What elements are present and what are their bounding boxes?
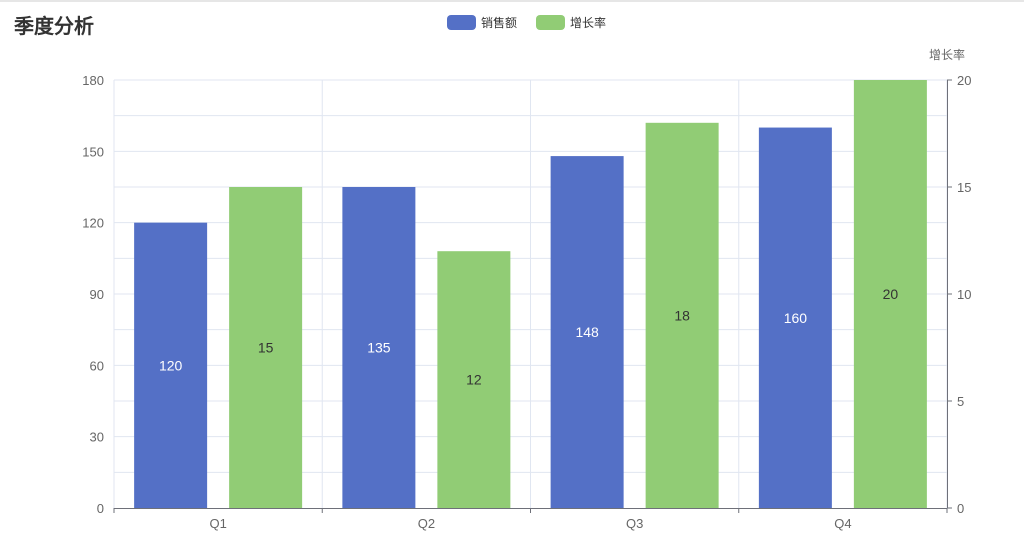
- legend: 销售额 增长率: [447, 15, 606, 30]
- legend-swatch-sales: [447, 15, 476, 30]
- y-left-tick-label: 150: [82, 144, 104, 159]
- y-left-tick-label: 30: [90, 430, 104, 445]
- legend-item-sales[interactable]: 销售额: [447, 15, 517, 30]
- y-left-tick-label: 180: [82, 73, 104, 88]
- y-left-tick-label: 120: [82, 216, 104, 231]
- y-right-tick-label: 10: [957, 287, 971, 302]
- legend-item-growth[interactable]: 增长率: [536, 15, 606, 30]
- y-right-tick-label: 15: [957, 180, 971, 195]
- y-left-tick-label: 90: [90, 287, 104, 302]
- bar-label-Q4-s1: 20: [883, 286, 899, 302]
- y-right-tick-label: 20: [957, 73, 971, 88]
- bar-Q1-s0: [134, 222, 208, 508]
- y-right-tick-label: 0: [957, 501, 964, 516]
- bar-label-Q1-s1: 15: [258, 340, 274, 356]
- x-tick-label: Q4: [834, 516, 851, 531]
- y-left-tick-label: 60: [90, 358, 104, 373]
- bar-Q4-s0: [758, 127, 832, 509]
- legend-label-sales: 销售额: [481, 15, 517, 30]
- bar-label-Q2-s0: 135: [367, 340, 391, 356]
- bar-labels: 120 15 135 12 148 18 160 20: [159, 286, 898, 388]
- x-tick-label: Q2: [418, 516, 435, 531]
- y-left-tick-label: 0: [97, 501, 104, 516]
- y-right-axis-name: 增长率: [929, 47, 965, 62]
- bar-Q3-s1: [645, 122, 719, 509]
- x-tick-label: Q1: [209, 516, 226, 531]
- axes: Q1 Q2 Q3 Q4 0 30 60 90 120 150 180 0 5 10 15 20: [82, 73, 971, 531]
- x-tick-label: Q3: [626, 516, 643, 531]
- top-border: [0, 0, 1024, 2]
- bars: [134, 80, 927, 509]
- bar-label-Q1-s0: 120: [159, 357, 183, 373]
- legend-label-growth: 增长率: [570, 15, 606, 30]
- bar-Q2-s0: [342, 187, 416, 508]
- bar-label-Q3-s1: 18: [674, 307, 690, 323]
- chart-title: 季度分析: [13, 14, 94, 38]
- bar-Q3-s0: [550, 156, 624, 509]
- bar-label-Q2-s1: 12: [466, 372, 482, 388]
- bar-Q1-s1: [229, 187, 303, 508]
- bar-Q2-s1: [437, 251, 511, 508]
- bar-Q4-s1: [853, 80, 927, 508]
- y-right-tick-label: 5: [957, 394, 964, 409]
- bar-label-Q3-s0: 148: [575, 324, 599, 340]
- bar-label-Q4-s0: 160: [784, 310, 808, 326]
- legend-swatch-growth: [536, 15, 565, 30]
